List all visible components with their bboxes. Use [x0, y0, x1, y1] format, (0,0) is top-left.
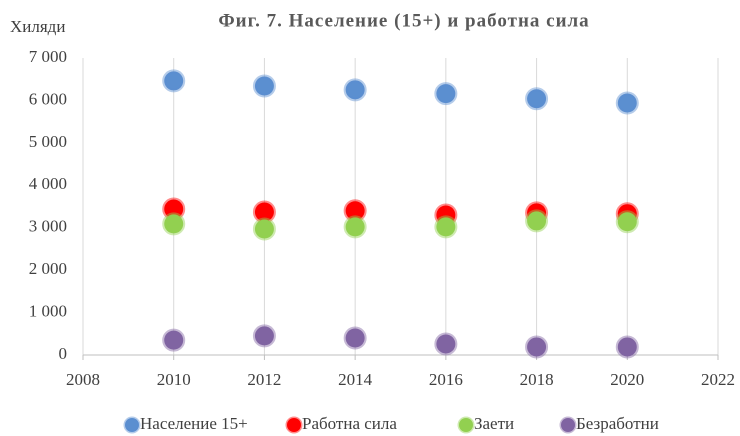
legend-label: Заети [474, 414, 514, 433]
point [252, 324, 276, 348]
point [525, 335, 549, 359]
y-tick-label: 0 [59, 344, 68, 363]
y-tick-label: 1 000 [29, 301, 67, 320]
x-tick-label: 2022 [701, 370, 735, 389]
x-tick-label: 2014 [338, 370, 373, 389]
x-tick-label: 2016 [429, 370, 463, 389]
point [525, 87, 549, 111]
point [615, 210, 639, 234]
point [434, 82, 458, 106]
x-tick-label: 2012 [247, 370, 281, 389]
point [434, 215, 458, 239]
legend-label: Население 15+ [140, 414, 248, 433]
point [343, 78, 367, 102]
y-tick-label: 2 000 [29, 259, 67, 278]
point [343, 215, 367, 239]
legend-marker [123, 416, 141, 434]
point [343, 326, 367, 350]
chart-title: Фиг. 7. Население (15+) и работна сила [218, 10, 589, 31]
point [252, 217, 276, 241]
point [434, 332, 458, 356]
point [162, 212, 186, 236]
x-tick-label: 2018 [520, 370, 554, 389]
point [525, 209, 549, 233]
point [162, 69, 186, 93]
legend-label: Безработни [576, 414, 659, 433]
legend-label: Работна сила [302, 414, 397, 433]
x-tick-label: 2008 [66, 370, 100, 389]
point [615, 335, 639, 359]
legend-marker [457, 416, 475, 434]
y-tick-label: 3 000 [29, 217, 67, 236]
y-tick-label: 6 000 [29, 89, 67, 108]
y-axis-label: Хиляди [10, 17, 65, 36]
y-tick-label: 5 000 [29, 132, 67, 151]
x-tick-label: 2010 [157, 370, 191, 389]
y-tick-label: 4 000 [29, 174, 67, 193]
legend-marker [285, 416, 303, 434]
point [252, 74, 276, 98]
legend-marker [559, 416, 577, 434]
y-tick-label: 7 000 [29, 47, 67, 66]
point [162, 328, 186, 352]
point [615, 91, 639, 115]
x-tick-label: 2020 [610, 370, 644, 389]
